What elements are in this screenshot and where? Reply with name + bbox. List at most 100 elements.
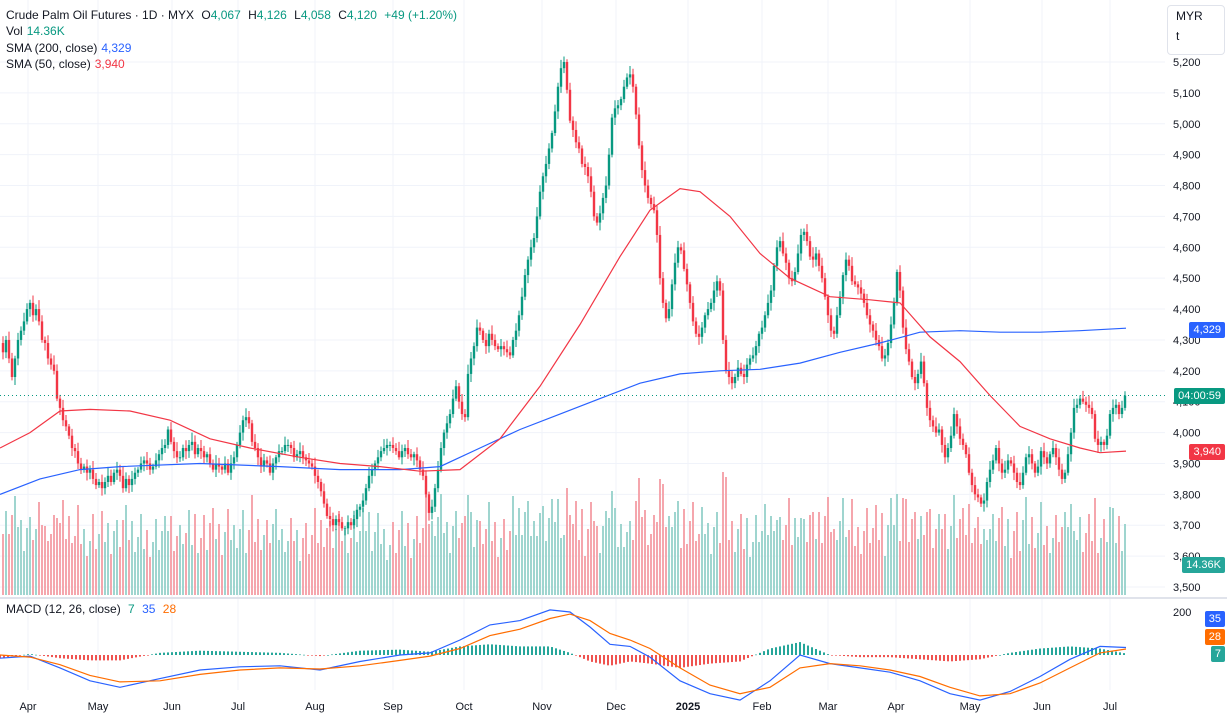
candle-body — [430, 506, 434, 513]
volume-bar — [173, 551, 175, 595]
volume-bar — [794, 518, 796, 595]
time-axis[interactable]: Apr May Jun Jul Aug Sep Oct Nov Dec 2025 Feb Mar Apr… — [19, 701, 1117, 713]
close-label: C4,120 — [338, 8, 377, 22]
volume-bar — [986, 540, 988, 595]
volume-bar — [1025, 497, 1027, 595]
candle-body — [205, 454, 209, 458]
time-tick-label: May — [960, 701, 981, 713]
macd-axis[interactable]: 200 — [1173, 607, 1191, 619]
macd-hist-bar — [715, 655, 717, 664]
volume-bar — [701, 507, 703, 595]
candle-body — [439, 448, 443, 470]
currency-unit-selector[interactable]: MYR t — [1167, 5, 1225, 55]
volume-bar — [764, 504, 766, 595]
candle-body — [250, 423, 254, 442]
candle-body — [274, 457, 278, 464]
candle-body — [961, 438, 965, 445]
candle-body — [793, 272, 797, 282]
macd-hist-bar — [59, 655, 61, 659]
volume-bar — [800, 518, 802, 595]
volume-bar — [1115, 543, 1117, 595]
volume-bar — [704, 534, 706, 595]
macd-hist-bar — [451, 647, 453, 655]
volume-bar — [224, 532, 226, 595]
macd-legend[interactable]: MACD (12, 26, close) 7 35 28 — [6, 601, 180, 617]
symbol-title[interactable]: Crude Palm Oil Futures · 1D · MYX — [6, 8, 195, 22]
macd-hist-bar — [255, 652, 257, 655]
macd-hist-bar — [547, 646, 549, 655]
macd-hist-bar — [603, 655, 605, 665]
candle-body — [499, 346, 503, 350]
candle-body — [1033, 463, 1037, 473]
sma50-legend[interactable]: SMA (50, close) 3,940 — [6, 56, 129, 72]
macd-hist-bar — [291, 653, 293, 655]
macd-hist-bar — [439, 649, 441, 655]
volume-bar — [1016, 512, 1018, 595]
volume-bar — [620, 524, 622, 595]
sma200-legend[interactable]: SMA (200, close) 4,329 — [6, 40, 135, 56]
volume-legend[interactable]: Vol 14.36K — [6, 23, 69, 39]
volume-bar — [149, 557, 151, 595]
candle-body — [589, 176, 593, 192]
volume-bar — [581, 509, 583, 595]
volume-bar — [578, 540, 580, 595]
macd-hist-bar — [55, 655, 57, 658]
volume-bar — [527, 501, 529, 595]
macd-hist-bar — [487, 644, 489, 655]
macd-hist-bar — [103, 655, 105, 661]
sma200-label: SMA (200, close) — [6, 41, 98, 55]
candle-body — [265, 460, 269, 464]
volume-bar — [206, 550, 208, 595]
candle-body — [400, 451, 404, 458]
candle-body — [280, 451, 284, 453]
volume-bar — [695, 541, 697, 595]
macd-hist-bar — [511, 645, 513, 655]
volume-bar — [626, 532, 628, 595]
candle-body — [67, 426, 71, 436]
volume-label: Vol — [6, 24, 23, 38]
symbol-legend[interactable]: Crude Palm Oil Futures · 1D · MYX O4,067… — [6, 7, 461, 23]
candle-body — [778, 241, 782, 248]
macd-hist-bar — [919, 655, 921, 660]
low-label: L4,058 — [294, 8, 331, 22]
macd-hist-bar — [847, 655, 849, 657]
macd-hist-bar — [979, 655, 981, 660]
macd-hist-bar — [467, 645, 469, 655]
macd-hist-bar — [843, 655, 845, 657]
macd-hist-bar — [875, 655, 877, 658]
volume-bar — [1034, 548, 1036, 595]
candle-body — [667, 309, 671, 319]
volume-bar — [437, 517, 439, 595]
volume-bar — [899, 541, 901, 595]
volume-bar — [443, 533, 445, 595]
macd-hist-bar — [71, 655, 73, 660]
candle-body — [859, 287, 863, 294]
volume-bar — [77, 505, 79, 595]
volume-bar — [245, 553, 247, 595]
candle-body — [469, 358, 473, 374]
macd-hist-bar — [1107, 650, 1109, 655]
volume-bar — [830, 532, 832, 595]
candle-body — [781, 241, 785, 254]
candle-body — [247, 417, 251, 424]
candle-body — [1006, 460, 1010, 470]
price-tick-label: 5,000 — [1173, 119, 1201, 131]
macd-hist-bar — [791, 643, 793, 655]
macd-hist-bar — [935, 655, 937, 661]
candle-body — [484, 339, 488, 347]
macd-hist-bar — [1119, 652, 1121, 655]
macd-hist-bar — [119, 655, 121, 661]
volume-bar — [941, 529, 943, 595]
volume-bar — [566, 488, 568, 595]
volume-bar — [617, 547, 619, 595]
macd-hist-bar — [147, 655, 149, 656]
volume-bar — [395, 553, 397, 595]
volume-bar — [557, 499, 559, 595]
candle-body — [292, 448, 296, 458]
macd-hist-bar — [335, 653, 337, 655]
macd-hist-bar — [151, 654, 153, 655]
candle-body — [829, 315, 833, 331]
volume-bar — [683, 509, 685, 595]
macd-hist-bar — [611, 655, 613, 666]
